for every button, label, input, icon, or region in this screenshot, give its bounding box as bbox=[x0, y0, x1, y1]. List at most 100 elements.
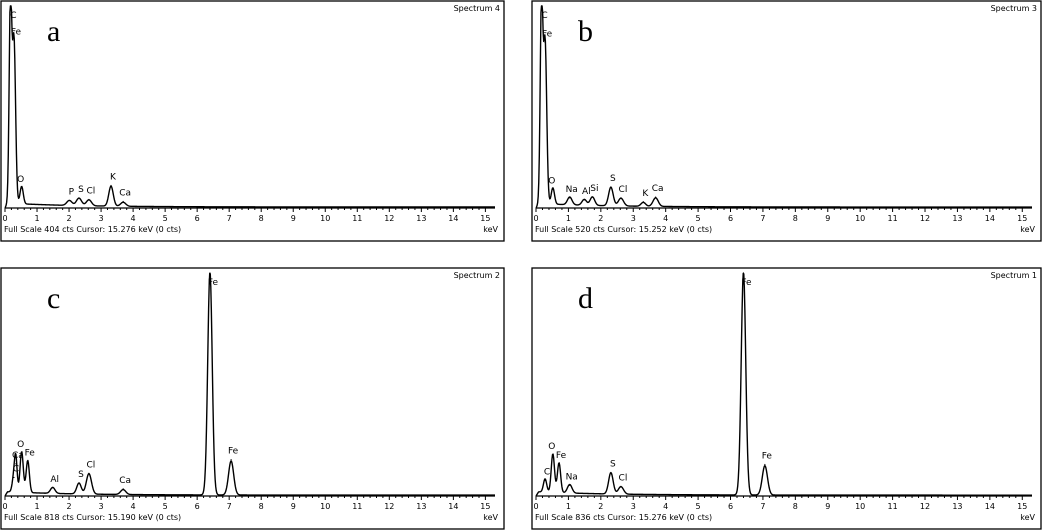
x-tick-label: 10 bbox=[855, 502, 865, 511]
peak-label: S bbox=[610, 460, 616, 470]
x-tick-label: 13 bbox=[416, 214, 426, 223]
spectrum-title: Spectrum 4 bbox=[454, 4, 500, 13]
peak-label: Cl bbox=[87, 187, 96, 197]
peak-label: O bbox=[548, 442, 555, 452]
peak-point bbox=[68, 199, 70, 202]
peak-label: Fe bbox=[556, 451, 567, 461]
peak-label: O bbox=[17, 440, 24, 450]
peak-point bbox=[552, 188, 554, 190]
peak-label: Na bbox=[566, 472, 578, 482]
peak-label: K bbox=[110, 173, 117, 183]
x-tick-label: 6 bbox=[195, 214, 200, 223]
peak-point bbox=[21, 452, 23, 454]
peak-point bbox=[610, 186, 612, 188]
spectrum-footer: Full Scale 520 cts Cursor: 15.252 keV (0… bbox=[535, 225, 712, 234]
peak-label: Al bbox=[50, 475, 59, 485]
peak-point bbox=[742, 272, 745, 274]
x-tick-label: 6 bbox=[728, 502, 733, 511]
x-tick-label: 3 bbox=[631, 214, 636, 223]
x-tick-label: 0 bbox=[2, 502, 7, 511]
peak-label: Fe bbox=[228, 447, 239, 457]
x-tick-label: 1 bbox=[566, 502, 571, 511]
x-tick-label: 8 bbox=[793, 214, 798, 223]
peak-point bbox=[620, 197, 622, 199]
x-tick-label: 6 bbox=[195, 502, 200, 511]
peak-point bbox=[88, 472, 90, 474]
peak-point bbox=[591, 196, 594, 198]
spectrum-footer: Full Scale 818 cts Cursor: 15.190 keV (0… bbox=[4, 513, 181, 522]
x-tick-label: 15 bbox=[1017, 214, 1027, 223]
peak-point bbox=[88, 198, 90, 201]
peak-point bbox=[655, 196, 657, 198]
x-tick-label: 6 bbox=[728, 214, 733, 223]
x-tick-label: 5 bbox=[163, 502, 168, 511]
peak-point bbox=[583, 199, 585, 201]
x-tick-label: 9 bbox=[825, 502, 830, 511]
peak-label: P bbox=[69, 188, 75, 198]
x-tick-label: 7 bbox=[760, 502, 765, 511]
panel-frame bbox=[531, 0, 1042, 242]
peak-label: S bbox=[610, 174, 616, 184]
panel-letter: c bbox=[47, 282, 60, 315]
peak-point bbox=[540, 5, 543, 7]
x-tick-label: 0 bbox=[533, 502, 538, 511]
x-tick-label: 1 bbox=[34, 502, 39, 511]
x-tick-label: 9 bbox=[291, 502, 296, 511]
x-tick-label: 4 bbox=[131, 502, 136, 511]
spectrum-title: Spectrum 2 bbox=[454, 271, 500, 280]
x-tick-label: 7 bbox=[760, 214, 765, 223]
peak-label: S bbox=[78, 185, 84, 195]
x-tick-label: 2 bbox=[598, 502, 603, 511]
panel-letter: b bbox=[578, 15, 593, 48]
x-tick-label: 12 bbox=[920, 214, 930, 223]
x-tick-label: 5 bbox=[696, 214, 701, 223]
x-tick-label: 13 bbox=[416, 502, 426, 511]
spectrum-trace bbox=[535, 5, 1033, 209]
x-tick-label: 9 bbox=[291, 214, 296, 223]
x-tick-label: 8 bbox=[259, 502, 264, 511]
peak-label: Al bbox=[582, 187, 591, 197]
peak-point bbox=[544, 479, 546, 482]
spectrum-title: Spectrum 3 bbox=[991, 4, 1037, 13]
peak-point bbox=[78, 197, 80, 199]
peak-point bbox=[27, 461, 29, 463]
x-tick-label: 8 bbox=[793, 502, 798, 511]
peak-point bbox=[15, 463, 17, 465]
x-tick-label: 5 bbox=[163, 214, 168, 223]
x-tick-label: 2 bbox=[67, 214, 72, 223]
x-tick-label: 0 bbox=[2, 214, 7, 223]
peak-label: C bbox=[13, 464, 19, 474]
x-axis-unit: keV bbox=[483, 225, 498, 234]
x-tick-label: 12 bbox=[384, 502, 394, 511]
x-tick-label: 13 bbox=[952, 214, 962, 223]
peak-point bbox=[52, 487, 54, 489]
panel-letter: a bbox=[47, 15, 60, 48]
peak-label: Cl bbox=[619, 185, 628, 195]
peak-point bbox=[552, 454, 554, 456]
peak-point bbox=[569, 484, 571, 486]
x-tick-label: 13 bbox=[952, 502, 962, 511]
x-tick-label: 15 bbox=[480, 214, 490, 223]
x-tick-label: 14 bbox=[985, 214, 995, 223]
x-tick-label: 12 bbox=[920, 502, 930, 511]
x-tick-label: 11 bbox=[888, 502, 898, 511]
peak-point bbox=[558, 463, 560, 465]
x-tick-label: 14 bbox=[448, 502, 458, 511]
x-axis-unit: keV bbox=[483, 513, 498, 522]
spectrum-footer: Full Scale 404 cts Cursor: 15.276 keV (0… bbox=[4, 225, 181, 234]
spectrum-trace bbox=[4, 272, 496, 497]
x-tick-label: 12 bbox=[384, 214, 394, 223]
x-tick-label: 14 bbox=[985, 502, 995, 511]
x-tick-label: 5 bbox=[696, 502, 701, 511]
peak-point bbox=[642, 201, 644, 203]
peak-point bbox=[110, 184, 112, 187]
peak-label: Fe bbox=[741, 278, 752, 288]
x-tick-label: 15 bbox=[480, 502, 490, 511]
x-axis-unit: keV bbox=[1020, 513, 1035, 522]
peak-label: Cl bbox=[619, 473, 628, 483]
peak-point bbox=[13, 476, 15, 479]
peak-label: Si bbox=[590, 184, 598, 194]
